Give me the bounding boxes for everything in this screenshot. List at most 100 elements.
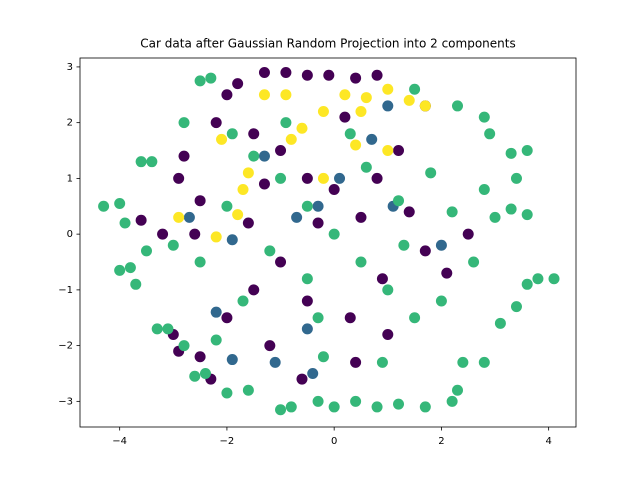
point	[248, 150, 260, 162]
point	[167, 239, 179, 251]
point	[135, 156, 147, 168]
point	[371, 172, 383, 184]
point	[296, 122, 308, 134]
point	[210, 306, 222, 318]
point	[280, 66, 292, 78]
point	[157, 228, 169, 240]
point	[505, 203, 517, 215]
point	[350, 395, 362, 407]
point	[451, 384, 463, 396]
x-tick-label: 4	[545, 436, 551, 447]
point	[312, 217, 324, 229]
point	[285, 401, 297, 413]
point	[478, 356, 490, 368]
y-tick-label: 1	[67, 173, 73, 184]
point	[264, 245, 276, 257]
chart-title: Car data after Gaussian Random Projectio…	[140, 37, 515, 51]
point	[275, 404, 287, 416]
point	[135, 214, 147, 226]
y-tick-label: −1	[58, 285, 73, 296]
y-tick-label: 3	[67, 62, 73, 73]
point	[435, 239, 447, 251]
point	[393, 398, 405, 410]
point	[355, 256, 367, 268]
y-tick-label: −2	[58, 341, 73, 352]
point	[360, 161, 372, 173]
point	[366, 133, 378, 145]
point	[376, 356, 388, 368]
point	[280, 89, 292, 101]
point	[355, 211, 367, 223]
point	[521, 209, 533, 221]
point	[210, 334, 222, 346]
point	[478, 111, 490, 123]
point	[194, 256, 206, 268]
point	[403, 206, 415, 218]
point	[242, 167, 254, 179]
point	[221, 312, 233, 324]
point	[232, 78, 244, 90]
point	[350, 139, 362, 151]
point	[393, 195, 405, 207]
point	[162, 323, 174, 335]
x-tick-label: 0	[331, 436, 337, 447]
y-tick-label: −3	[58, 396, 73, 407]
point	[532, 273, 544, 285]
point	[360, 92, 372, 104]
point	[232, 209, 244, 221]
point	[210, 231, 222, 243]
point	[296, 373, 308, 385]
point	[173, 172, 185, 184]
point	[275, 145, 287, 157]
point	[280, 117, 292, 129]
point	[371, 69, 383, 81]
point	[344, 128, 356, 140]
point	[285, 133, 297, 145]
point	[350, 356, 362, 368]
point	[301, 172, 313, 184]
point	[114, 264, 126, 276]
point	[124, 262, 136, 274]
point	[312, 312, 324, 324]
point	[328, 184, 340, 196]
point	[189, 228, 201, 240]
point	[114, 197, 126, 209]
x-tick-label: 2	[438, 436, 444, 447]
point	[210, 117, 222, 129]
point	[205, 72, 217, 84]
point	[189, 370, 201, 382]
point	[199, 367, 211, 379]
point	[382, 284, 394, 296]
point	[183, 211, 195, 223]
point	[382, 83, 394, 95]
point	[494, 317, 506, 329]
point	[221, 387, 233, 399]
point	[301, 69, 313, 81]
point	[548, 273, 560, 285]
point	[237, 184, 249, 196]
point	[242, 217, 254, 229]
point	[317, 172, 329, 184]
point	[317, 351, 329, 363]
point	[489, 211, 501, 223]
point	[355, 106, 367, 118]
point	[505, 147, 517, 159]
point	[194, 195, 206, 207]
point	[441, 267, 453, 279]
point	[216, 133, 228, 145]
point	[178, 340, 190, 352]
point	[435, 295, 447, 307]
point	[151, 323, 163, 335]
point	[98, 200, 110, 212]
point	[301, 273, 313, 285]
point	[221, 89, 233, 101]
point	[371, 401, 383, 413]
point	[446, 206, 458, 218]
point	[237, 295, 249, 307]
point	[258, 89, 270, 101]
point	[248, 284, 260, 296]
point	[275, 172, 287, 184]
point	[350, 72, 362, 84]
